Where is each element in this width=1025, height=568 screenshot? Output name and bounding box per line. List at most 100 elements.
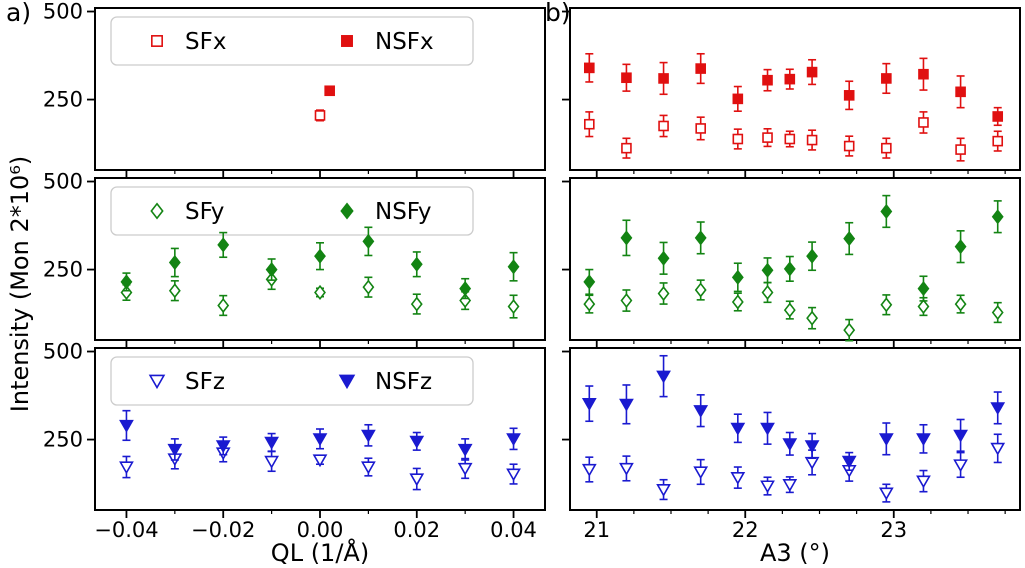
data-point (409, 435, 425, 449)
data-point (784, 133, 796, 145)
data-point (783, 261, 796, 277)
data-point (658, 120, 669, 132)
data-point (953, 429, 968, 443)
y-axis-label: Intensity (Mon 2*10⁶) (6, 155, 34, 413)
data-point (731, 269, 744, 285)
series-SFy (120, 268, 520, 319)
data-point (916, 433, 931, 447)
data-point (804, 456, 820, 470)
panel-label-a: a) (6, 0, 32, 27)
data-point (362, 279, 375, 295)
data-point (338, 374, 356, 390)
data-point (953, 459, 968, 473)
x-tick-label: 23 (880, 518, 907, 542)
series-SFz (119, 443, 521, 491)
data-point (730, 472, 746, 485)
series-NSFx (584, 52, 1004, 127)
x-tick-label: 0.02 (393, 518, 440, 542)
legend-label-nsf: NSFx (375, 29, 434, 55)
data-point (693, 405, 709, 418)
panel-border (569, 177, 1021, 341)
data-point (314, 284, 326, 301)
data-point (693, 466, 709, 480)
data-point (340, 202, 354, 220)
data-point (762, 132, 773, 143)
y-tick-label: 250 (43, 88, 83, 112)
legend-label-nsf: NSFy (375, 199, 432, 225)
series-SFz (581, 433, 1006, 503)
data-point (804, 440, 820, 454)
panel-b-SFy (562, 177, 1021, 348)
data-point (762, 74, 773, 86)
data-point (782, 438, 798, 452)
data-point (806, 66, 818, 78)
data-point (806, 134, 818, 146)
data-point (954, 296, 967, 312)
data-point (990, 402, 1006, 416)
x-tick-label: 0.04 (490, 518, 537, 542)
data-point (362, 233, 375, 249)
legend-label-sf: SFz (185, 369, 225, 395)
data-point (168, 254, 181, 271)
data-point (619, 398, 634, 412)
data-point (761, 284, 774, 301)
series-SFx (314, 109, 326, 122)
data-point (991, 209, 1004, 225)
data-point (459, 280, 472, 297)
data-point (324, 85, 335, 97)
data-point (806, 310, 819, 326)
data-point (361, 461, 376, 475)
data-point (341, 35, 353, 47)
series-NSFy (120, 226, 520, 300)
legend: SFy NSFy (110, 186, 474, 236)
data-point (409, 473, 425, 487)
data-point (621, 142, 632, 154)
data-point (620, 230, 633, 246)
data-point (732, 93, 744, 105)
data-point (619, 462, 634, 476)
data-point (264, 436, 279, 450)
data-point (918, 117, 929, 128)
panel-label-b: b) (545, 0, 571, 27)
legend-box (110, 186, 474, 236)
data-point (506, 468, 521, 482)
data-point (657, 285, 670, 302)
panel-border (569, 7, 1021, 171)
x-tick-label: −0.04 (94, 518, 158, 542)
data-point (695, 63, 706, 74)
data-point (168, 283, 181, 299)
data-point (843, 90, 855, 101)
x-tick-label: 21 (583, 518, 610, 542)
data-point (507, 298, 520, 315)
data-point (410, 296, 423, 312)
x-tick-label: 22 (732, 518, 759, 542)
legend-box (110, 356, 474, 406)
data-point (217, 297, 230, 314)
data-point (507, 259, 520, 275)
data-point (916, 475, 931, 489)
data-point (784, 73, 796, 85)
data-point (506, 433, 521, 447)
y-tick-label: 500 (43, 340, 83, 364)
data-point (954, 239, 967, 255)
legend-label-nsf: NSFz (375, 369, 432, 395)
data-point (264, 455, 279, 469)
data-point (782, 479, 798, 492)
data-point (732, 133, 744, 145)
data-point (658, 73, 669, 84)
data-point (760, 480, 775, 494)
data-point (656, 370, 671, 384)
data-point (457, 462, 473, 476)
series-SFy (583, 279, 1004, 342)
data-point (841, 455, 857, 469)
panel-a-SFy: 250 500 SFy NSFy (43, 170, 546, 348)
data-point (583, 274, 596, 290)
series-NSFz (581, 354, 1006, 472)
data-point (457, 443, 473, 457)
legend-label-sf: SFy (185, 199, 224, 225)
data-point (584, 118, 595, 130)
data-point (584, 62, 595, 74)
data-point (843, 322, 856, 338)
data-point (917, 298, 930, 315)
panel-a-SFx: 250 500 SFx NSFx (43, 0, 546, 178)
